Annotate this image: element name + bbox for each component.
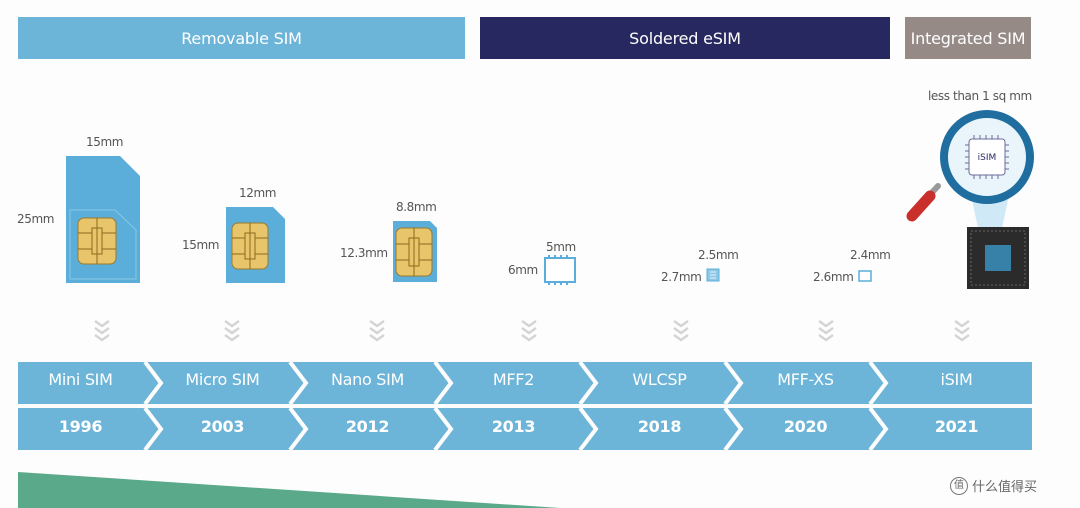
header-removable-sim: Removable SIM <box>18 17 465 59</box>
timeline-name-mff2: MFF2 <box>492 370 535 389</box>
mff-xs-chip <box>858 270 872 282</box>
wlcsp-width: 2.5mm <box>698 248 739 262</box>
nano-sim-height: 12.3mm <box>340 246 388 260</box>
timeline-year-row <box>18 408 1032 450</box>
chevron-down-icon <box>93 319 111 342</box>
chevron-down-icon <box>953 319 971 342</box>
nano-sim-card <box>393 221 437 282</box>
isim-size: less than 1 sq mm <box>928 89 1032 103</box>
mini-sim-height: 25mm <box>17 212 55 226</box>
chevrons <box>93 319 971 342</box>
nano-sim-width: 8.8mm <box>396 200 437 214</box>
header-integrated-sim: Integrated SIM <box>905 17 1031 59</box>
watermark-text: 什么值得买 <box>972 480 1038 495</box>
timeline-year-2020: 2020 <box>783 417 828 436</box>
timeline-name-wlcsp: WLCSP <box>632 370 687 389</box>
mff2-width: 5mm <box>546 240 576 254</box>
chevron-down-icon <box>672 319 690 342</box>
isim-magnifier: iSIM <box>906 110 1034 289</box>
timeline-name-mff-xs: MFF-XS <box>777 370 834 389</box>
timeline-name-nano-sim: Nano SIM <box>330 370 405 389</box>
mff-xs-height: 2.6mm <box>813 270 854 284</box>
mini-sim-card <box>66 156 140 283</box>
mini-sim-width: 15mm <box>86 135 124 149</box>
micro-sim-height: 15mm <box>182 238 220 252</box>
timeline-name-isim: iSIM <box>940 370 973 389</box>
timeline-name-mini-sim: Mini SIM <box>48 370 113 389</box>
timeline-year-2003: 2003 <box>200 417 245 436</box>
timeline-year-2021: 2021 <box>934 417 979 436</box>
timeline-name-micro-sim: Micro SIM <box>185 370 260 389</box>
timeline-year-2018: 2018 <box>637 417 682 436</box>
timeline-dividers <box>143 360 889 452</box>
chevron-down-icon <box>520 319 538 342</box>
mff2-chip <box>544 255 576 285</box>
timeline-name-row <box>18 362 1032 404</box>
chevron-down-icon <box>368 319 386 342</box>
chevron-down-icon <box>817 319 835 342</box>
watermark-logo-icon: 值 <box>950 476 968 495</box>
wlcsp-height: 2.7mm <box>661 270 702 284</box>
micro-sim-width: 12mm <box>239 186 277 200</box>
timeline-year-2013: 2013 <box>491 417 536 436</box>
watermark: 值 什么值得买 <box>950 476 1037 495</box>
chevron-down-icon <box>223 319 241 342</box>
isim-chip-label: iSIM <box>978 153 997 163</box>
timeline-year-1996: 1996 <box>58 417 103 436</box>
header-soldered-esim: Soldered eSIM <box>480 17 890 59</box>
micro-sim-card <box>226 207 285 283</box>
wlcsp-chip <box>706 268 720 282</box>
mff-xs-width: 2.4mm <box>850 248 891 262</box>
timeline-year-2012: 2012 <box>345 417 390 436</box>
bottom-green-band <box>18 472 560 508</box>
mff2-height: 6mm <box>508 263 538 277</box>
